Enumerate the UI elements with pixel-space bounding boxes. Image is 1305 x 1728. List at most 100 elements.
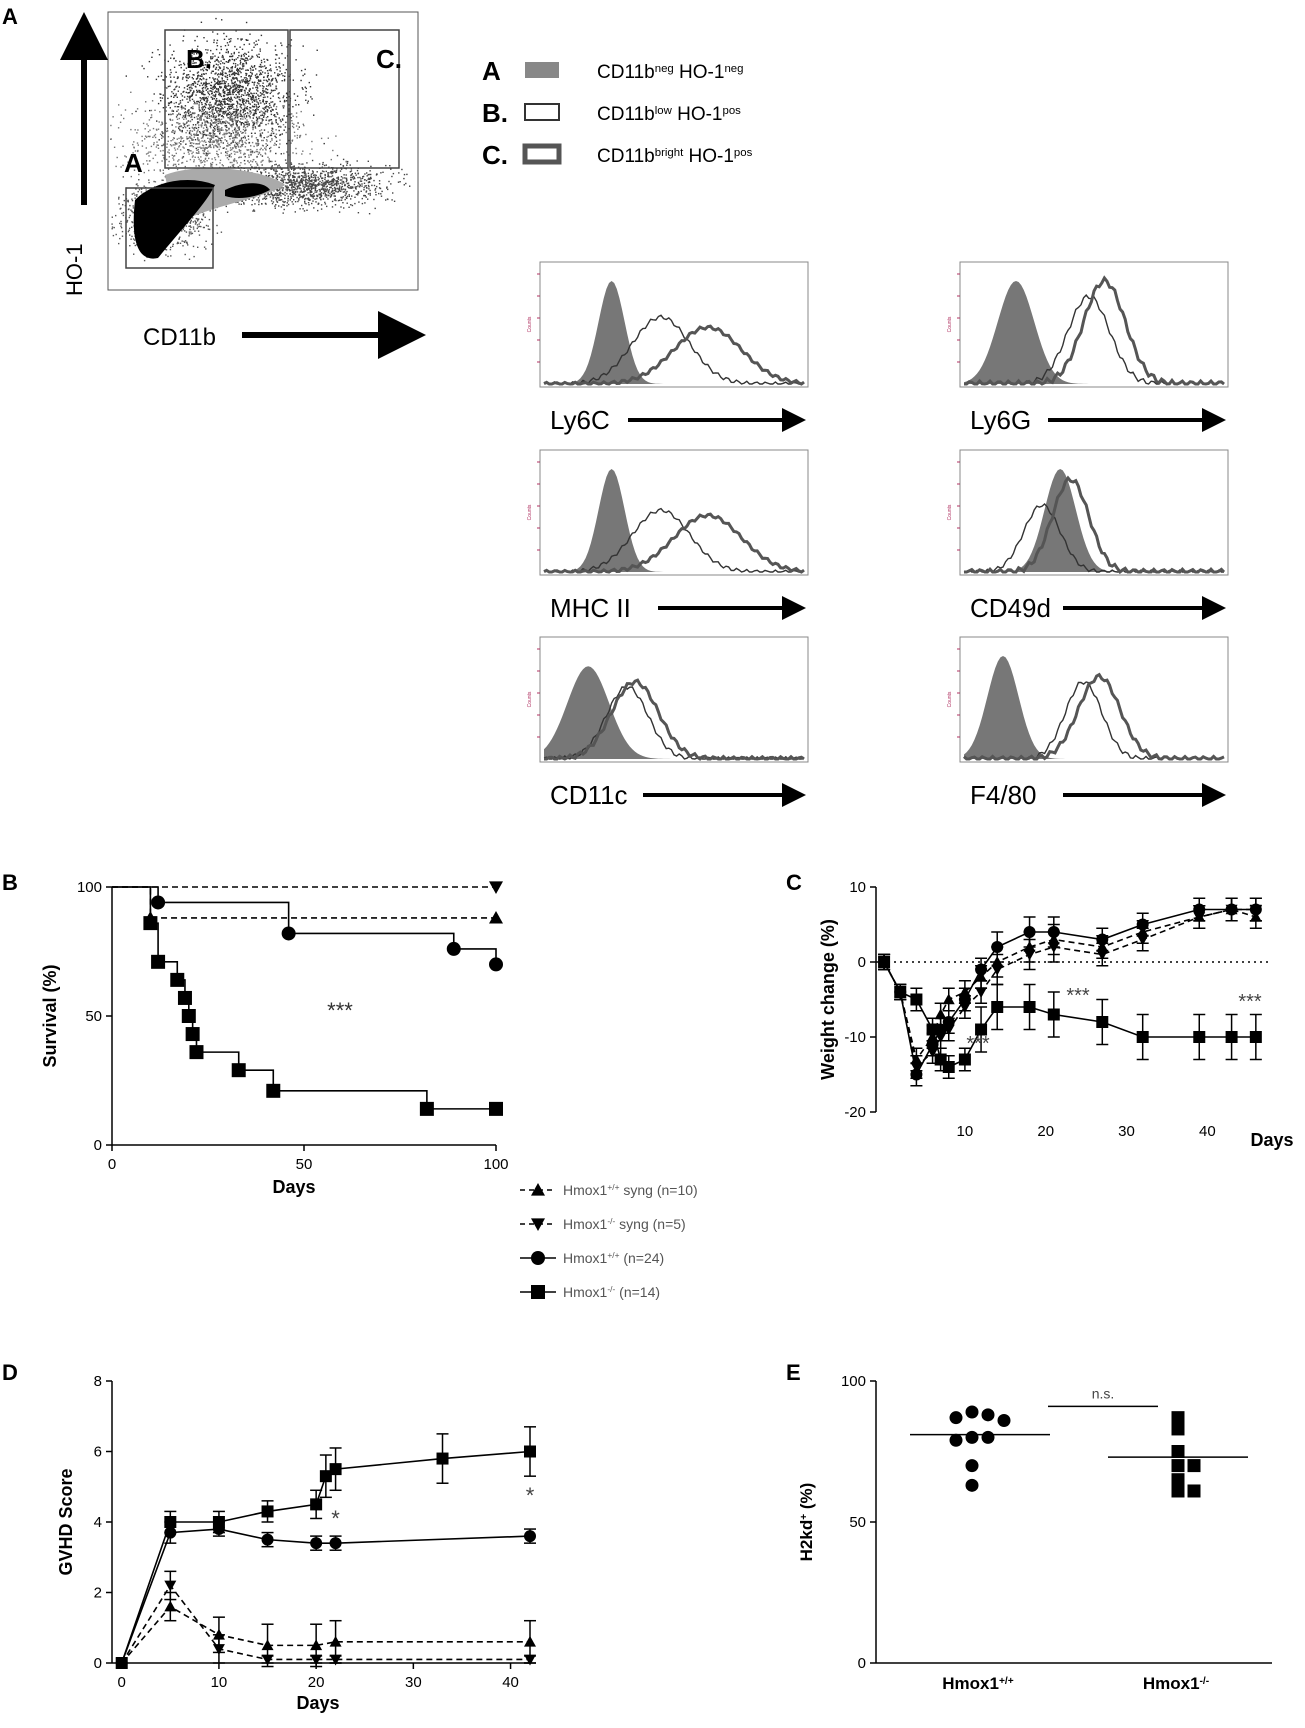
gate-a-label: A [124, 148, 143, 178]
flow-dot [206, 69, 208, 72]
flow-dot [179, 242, 182, 244]
flow-dot [210, 81, 213, 84]
flow-dot [271, 174, 273, 177]
flow-dot [183, 227, 185, 229]
flow-dot [206, 129, 208, 131]
flow-dot [260, 59, 263, 62]
flow-dot [240, 122, 242, 124]
flow-dot [275, 170, 277, 173]
flow-dot [245, 107, 247, 109]
flow-dot [169, 73, 171, 76]
flow-dot [216, 127, 219, 129]
flow-dot [132, 238, 135, 240]
y-axis-label: Weight change (%) [818, 919, 838, 1080]
flow-dot [199, 132, 201, 134]
flow-dot [217, 73, 220, 75]
flow-dot [218, 128, 220, 130]
flow-dot [300, 163, 302, 165]
flow-dot [125, 156, 127, 158]
flow-dot [259, 100, 261, 102]
flow-dot [206, 126, 208, 129]
flow-dot [240, 124, 242, 126]
flow-dot [183, 112, 186, 114]
flow-dot [209, 90, 211, 92]
flow-dot [300, 181, 302, 183]
flow-dot [151, 51, 154, 54]
flow-dot [301, 204, 303, 207]
flow-dot [225, 87, 227, 89]
flow-dot [263, 61, 266, 63]
legend-key: B. [482, 98, 508, 128]
flow-dot [225, 130, 228, 132]
flow-dot [257, 109, 259, 111]
flow-dot [289, 174, 291, 177]
flow-dot [333, 199, 336, 201]
flow-dot [248, 141, 251, 144]
flow-dot [313, 207, 315, 209]
flow-dot [274, 207, 276, 209]
histogram-marker-label: Ly6C [550, 405, 610, 435]
flow-dot [340, 196, 342, 199]
flow-dot [192, 217, 194, 219]
flow-dot [276, 193, 279, 195]
flow-dot [229, 41, 231, 43]
flow-dot [248, 90, 251, 92]
flow-dot [392, 192, 394, 194]
flow-dot [184, 111, 187, 113]
flow-dot [298, 193, 300, 196]
flow-dot [236, 115, 238, 118]
flow-dot [242, 68, 244, 70]
flow-dot [317, 179, 320, 181]
flow-dot [241, 140, 244, 142]
flow-dot [209, 115, 211, 118]
flow-dot [191, 142, 193, 144]
flow-dot [292, 189, 294, 191]
flow-dot [240, 71, 242, 74]
flow-dot [207, 122, 209, 124]
flow-dot [227, 154, 229, 156]
flow-dot [132, 207, 135, 209]
text-part: neg [724, 63, 743, 75]
flow-dot [173, 96, 175, 98]
flow-dot [256, 139, 258, 141]
flow-dot [255, 104, 257, 106]
flow-dot [226, 49, 228, 51]
flow-dot [308, 188, 311, 190]
flow-dot [300, 175, 303, 177]
flow-dot [197, 100, 199, 103]
flow-dot [161, 179, 163, 181]
flow-dot [311, 185, 314, 187]
flow-dot [205, 96, 207, 99]
text-part: pos [723, 105, 742, 117]
flow-dot [195, 165, 197, 167]
flow-dot [237, 64, 239, 66]
flow-dot [259, 111, 261, 113]
flow-dot [272, 95, 274, 97]
flow-dot [193, 58, 195, 61]
flow-dot [261, 113, 264, 115]
flow-dot [300, 110, 302, 113]
flow-dot [188, 231, 191, 233]
flow-dot [256, 77, 258, 79]
flow-dot [327, 190, 329, 192]
flow-dot [331, 180, 334, 183]
flow-dot [255, 98, 257, 100]
flow-dot [162, 94, 164, 96]
flow-dot [199, 221, 202, 223]
flow-dot [222, 91, 225, 94]
flow-dot [256, 148, 258, 151]
flow-dot [186, 74, 188, 76]
flow-dot [246, 39, 248, 41]
flow-dot [175, 60, 177, 62]
flow-dot [279, 73, 281, 76]
flow-dot [242, 85, 244, 88]
flow-dot [326, 194, 328, 196]
flow-dot [241, 122, 244, 124]
flow-dot [338, 185, 341, 187]
flow-dot [160, 93, 162, 95]
flow-dot [310, 184, 313, 186]
flow-dot [148, 181, 150, 184]
flow-dot [189, 142, 192, 144]
legend-label: Hmox1+/+ (n=24) [563, 1250, 664, 1266]
flow-dot [302, 88, 304, 90]
